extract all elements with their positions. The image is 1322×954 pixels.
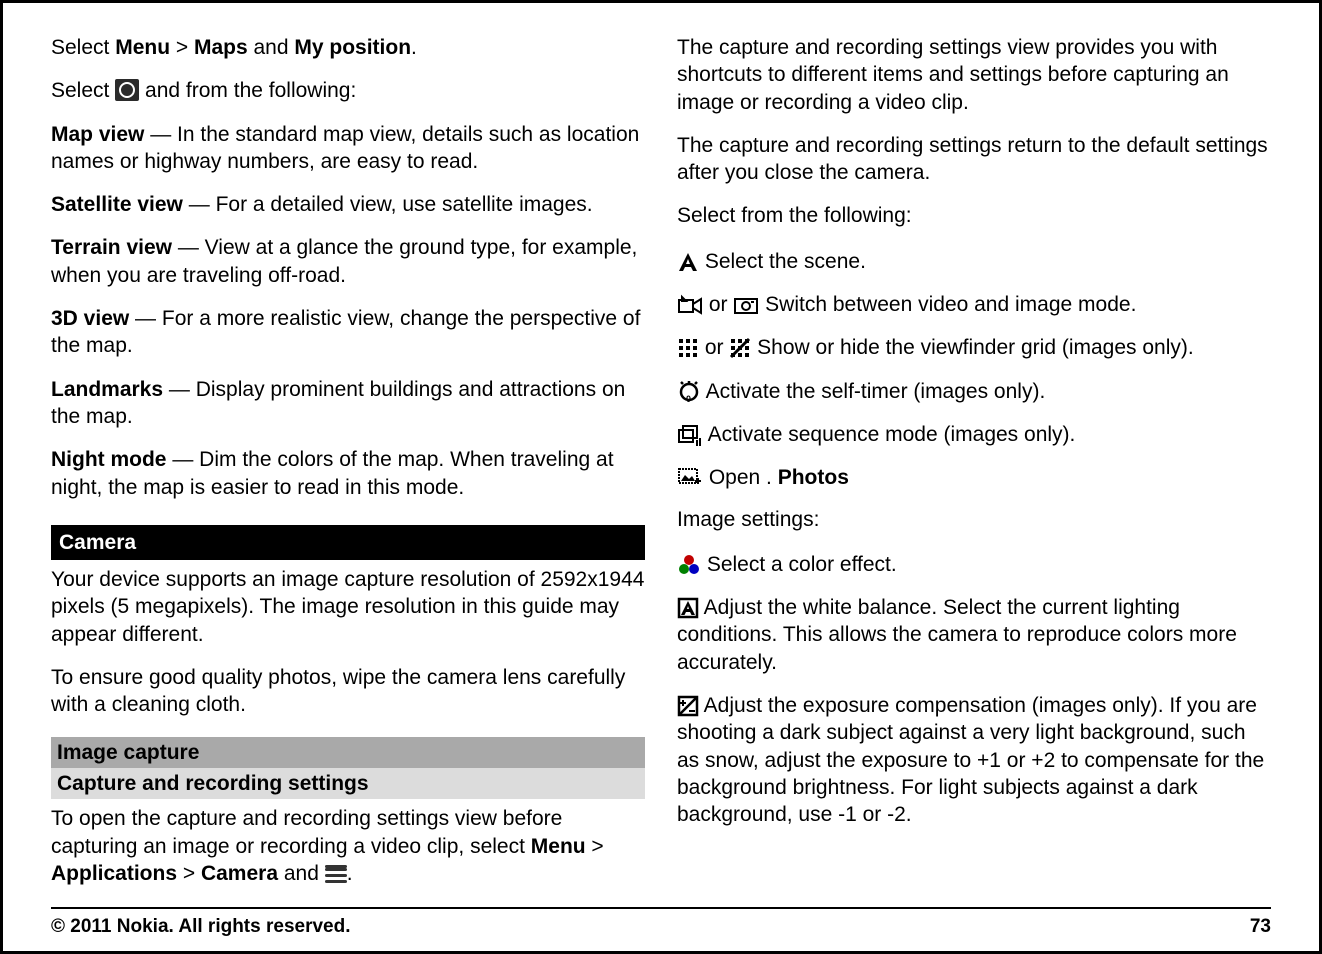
menu-label: Menu xyxy=(531,835,586,858)
sequence-mode-icon xyxy=(677,424,703,446)
myposition-label: My position xyxy=(294,36,411,59)
camera-p1: Your device supports an image capture re… xyxy=(51,566,645,648)
text: and xyxy=(248,36,295,59)
text: > xyxy=(177,862,201,885)
grid-row: or Show or hide the viewfinder grid (ima… xyxy=(677,334,1271,361)
text: or xyxy=(699,336,729,359)
landmarks-item: Landmarks — Display prominent buildings … xyxy=(51,376,645,431)
text: Show or hide the viewfinder grid (images… xyxy=(751,336,1193,359)
image-mode-icon xyxy=(733,294,759,316)
left-column: Select Menu > Maps and My position. Sele… xyxy=(51,28,645,897)
svg-text:0: 0 xyxy=(686,394,691,403)
white-balance-row: Adjust the white balance. Select the cur… xyxy=(677,594,1271,676)
text: Activate sequence mode (images only). xyxy=(703,423,1075,446)
camera-p2: To ensure good quality photos, wipe the … xyxy=(51,664,645,719)
text: For a detailed view, use satellite image… xyxy=(216,193,593,216)
camera-header: Camera xyxy=(51,525,645,560)
terrain-item: Terrain view — View at a glance the grou… xyxy=(51,234,645,289)
right-p2: The capture and recording settings retur… xyxy=(677,132,1271,187)
text: — xyxy=(172,236,205,259)
text: Switch between video and image mode. xyxy=(759,293,1136,316)
maps-label: Maps xyxy=(194,36,248,59)
text: Select the scene. xyxy=(699,250,866,273)
grid-off-icon xyxy=(729,337,751,359)
exposure-row: Adjust the exposure compensation (images… xyxy=(677,692,1271,828)
right-p1: The capture and recording settings view … xyxy=(677,34,1271,116)
mapview-item: Map view — In the standard map view, det… xyxy=(51,121,645,176)
photos-gallery-icon xyxy=(677,467,703,489)
nav-line: Select Menu > Maps and My position. xyxy=(51,34,645,61)
selftimer-row: 0 Activate the self-timer (images only). xyxy=(677,378,1271,405)
photos-label: Photos xyxy=(778,466,849,489)
video-mode-icon xyxy=(677,294,703,316)
text: Activate the self-timer (images only). xyxy=(701,380,1045,403)
text: Select a color effect. xyxy=(701,553,897,576)
self-timer-icon: 0 xyxy=(677,379,701,403)
threed-item: 3D view — For a more realistic view, cha… xyxy=(51,305,645,360)
page-content: Select Menu > Maps and My position. Sele… xyxy=(51,28,1271,897)
text: — xyxy=(144,123,177,146)
switch-mode-row: or Switch between video and image mode. xyxy=(677,291,1271,318)
image-capture-subhead: Image capture xyxy=(51,737,645,768)
satview-label: Satellite view xyxy=(51,193,183,216)
text: . xyxy=(411,36,417,59)
text: — xyxy=(167,448,200,471)
sequence-row: Activate sequence mode (images only). xyxy=(677,421,1271,448)
scene-a-icon xyxy=(677,251,699,273)
landmarks-label: Landmarks xyxy=(51,378,163,401)
capture-settings-subhead: Capture and recording settings xyxy=(51,768,645,799)
exposure-comp-icon xyxy=(677,695,699,717)
right-p3: Select from the following: xyxy=(677,202,1271,229)
white-balance-icon xyxy=(677,597,699,619)
text: Adjust the white balance. Select the cur… xyxy=(677,596,1237,674)
text: — xyxy=(183,193,216,216)
text: and xyxy=(278,862,325,885)
nightmode-item: Night mode — Dim the colors of the map. … xyxy=(51,446,645,501)
text: . xyxy=(347,862,353,885)
open-photos-row: Open . Photos xyxy=(677,464,1271,491)
threed-label: 3D view xyxy=(51,307,129,330)
text: > xyxy=(586,835,604,858)
right-column: The capture and recording settings view … xyxy=(677,28,1271,897)
grid-on-icon xyxy=(677,337,699,359)
applications-label: Applications xyxy=(51,862,177,885)
page-footer: © 2011 Nokia. All rights reserved. 73 xyxy=(51,907,1271,940)
list-lines-icon xyxy=(325,865,347,883)
text: or xyxy=(703,293,733,316)
scene-row: Select the scene. xyxy=(677,248,1271,275)
settings-gear-icon xyxy=(115,79,139,101)
text: > xyxy=(170,36,194,59)
night-label: Night mode xyxy=(51,448,167,471)
text: — xyxy=(163,378,196,401)
text: Select xyxy=(51,36,115,59)
copyright-text: © 2011 Nokia. All rights reserved. xyxy=(51,915,351,940)
page-number: 73 xyxy=(1250,915,1271,940)
color-effect-row: Select a color effect. xyxy=(677,551,1271,578)
mapview-label: Map view xyxy=(51,123,144,146)
document-page: Select Menu > Maps and My position. Sele… xyxy=(0,0,1322,954)
text: and from the following: xyxy=(139,79,356,102)
satview-item: Satellite view — For a detailed view, us… xyxy=(51,191,645,218)
text: Open . xyxy=(703,466,778,489)
text: Adjust the exposure compensation (images… xyxy=(677,694,1264,826)
text: — xyxy=(129,307,162,330)
text: Select xyxy=(51,79,115,102)
terrain-label: Terrain view xyxy=(51,236,172,259)
color-effect-icon xyxy=(677,554,701,576)
camera-label: Camera xyxy=(201,862,278,885)
image-settings-label: Image settings: xyxy=(677,506,1271,533)
menu-label: Menu xyxy=(115,36,170,59)
text: To open the capture and recording settin… xyxy=(51,807,562,857)
select-line: Select and from the following: xyxy=(51,77,645,104)
open-settings-text: To open the capture and recording settin… xyxy=(51,805,645,887)
